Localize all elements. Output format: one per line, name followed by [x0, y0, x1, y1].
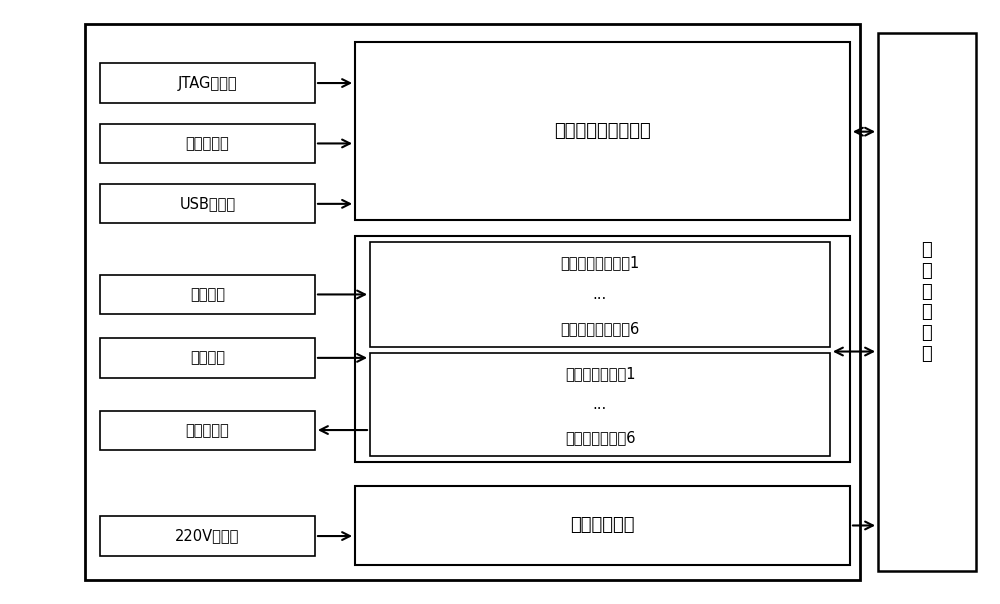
- Text: USB通信口: USB通信口: [179, 196, 236, 211]
- Text: 模拟量信号: 模拟量信号: [186, 423, 229, 438]
- Bar: [100, 184, 315, 223]
- Bar: [100, 338, 315, 378]
- Bar: [355, 42, 850, 220]
- Text: 模拟信号调理通道6: 模拟信号调理通道6: [560, 321, 640, 336]
- Text: JTAG调试口: JTAG调试口: [178, 76, 237, 91]
- Bar: [85, 24, 860, 580]
- Bar: [100, 275, 315, 314]
- Bar: [370, 353, 830, 456]
- Text: ...: ...: [593, 287, 607, 302]
- Bar: [100, 124, 315, 163]
- Bar: [878, 33, 976, 571]
- Bar: [100, 516, 315, 556]
- Text: ...: ...: [593, 397, 607, 412]
- Bar: [100, 411, 315, 450]
- Text: 背
板
总
线
接
口: 背 板 总 线 接 口: [922, 241, 932, 363]
- Text: 转速信号: 转速信号: [190, 350, 225, 365]
- Text: 网络通信口: 网络通信口: [186, 136, 229, 151]
- Bar: [355, 486, 850, 565]
- Text: 模拟量输出通道1: 模拟量输出通道1: [565, 367, 635, 381]
- Bar: [355, 236, 850, 462]
- Text: 配电电源模块: 配电电源模块: [570, 516, 635, 535]
- Text: 模拟信号调理通道1: 模拟信号调理通道1: [560, 255, 640, 270]
- Text: 振动信号: 振动信号: [190, 287, 225, 302]
- Text: 信号处理与控制模块: 信号处理与控制模块: [554, 123, 651, 140]
- Text: 模拟量输出通道6: 模拟量输出通道6: [565, 430, 635, 445]
- Bar: [100, 63, 315, 103]
- Bar: [370, 242, 830, 347]
- Text: 220V交流电: 220V交流电: [175, 528, 240, 544]
